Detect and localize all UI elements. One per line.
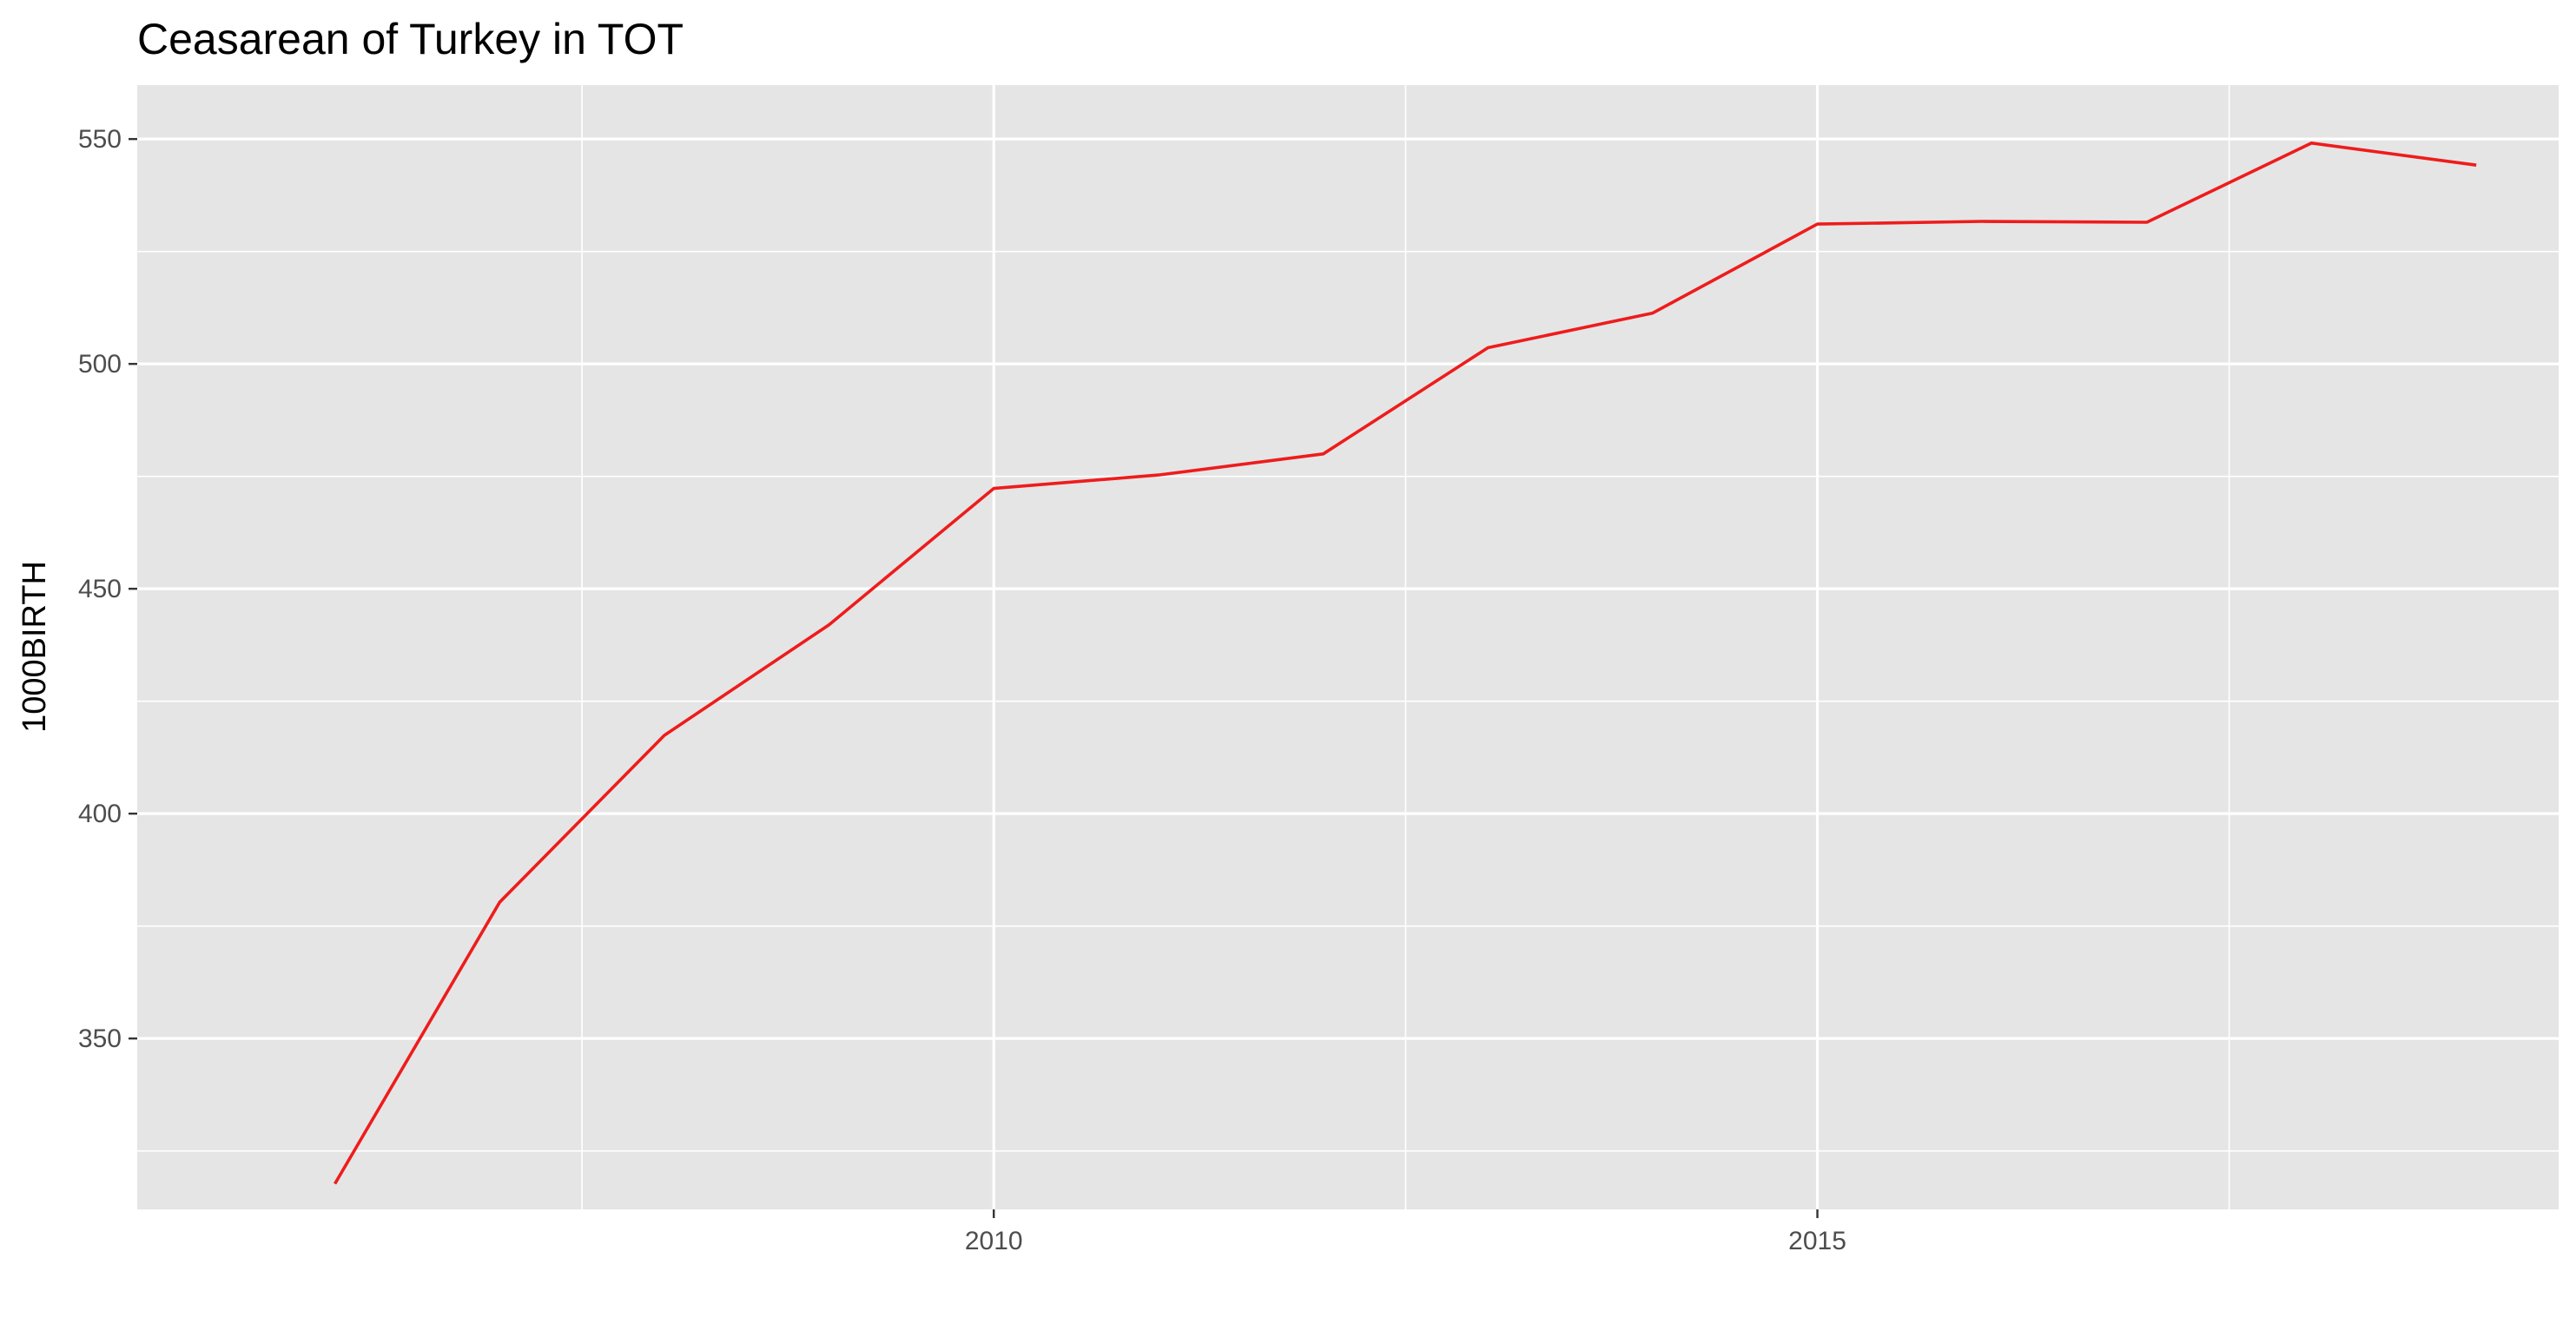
series-line — [334, 142, 2477, 1185]
x-tick-label: 2015 — [1788, 1227, 1846, 1255]
y-tick-label: 400 — [78, 800, 122, 828]
y-tick-label: 450 — [78, 575, 122, 603]
x-tick-label: 2010 — [965, 1227, 1023, 1255]
y-tick-label: 550 — [78, 125, 122, 154]
y-axis-title: 1000BIRTH — [17, 561, 53, 733]
tick-labels: 350 400 450 500 550 2010 2015 — [78, 125, 1846, 1255]
chart-title: Ceasarean of Turkey in TOT — [137, 15, 684, 63]
y-tick-label: 500 — [78, 350, 122, 379]
grid-layer — [137, 85, 2559, 1209]
plot-panel — [137, 85, 2559, 1209]
series-layer — [334, 142, 2477, 1185]
axis-ticks — [129, 137, 1819, 1218]
y-tick-label: 350 — [78, 1024, 122, 1053]
